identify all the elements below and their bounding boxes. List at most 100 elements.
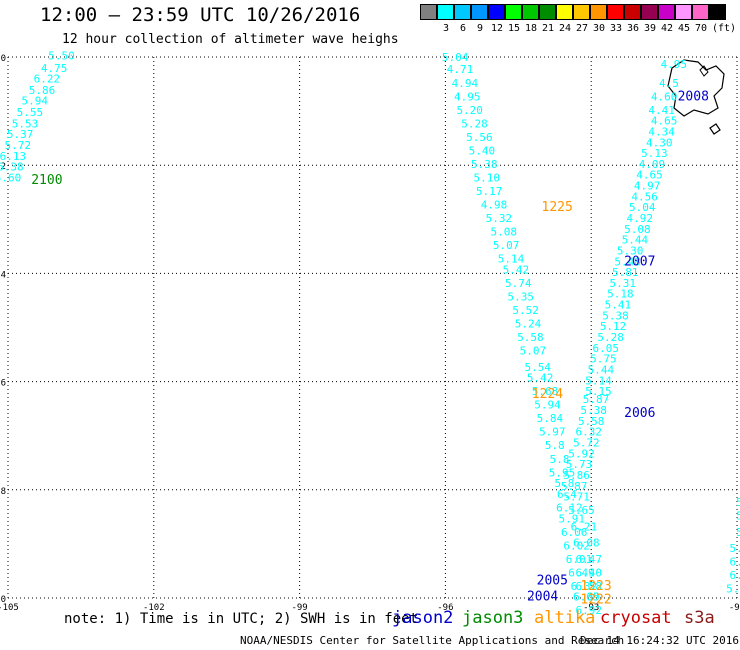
swh-value: 6.13	[0, 150, 26, 163]
swh-value: 5.60	[0, 171, 21, 184]
swh-value: 5.56	[466, 131, 493, 144]
swh-value: 5.81	[612, 266, 639, 279]
swh-value: 5.71	[563, 491, 590, 504]
axis-tick-labels: -105 -102 -99 -96 -93 -90 0 -2 -4 -6 -8 -10	[0, 54, 740, 613]
x-tick-label: -105	[0, 603, 19, 613]
swh-value: 5.07	[520, 345, 547, 358]
swh-value: 6.32	[576, 426, 603, 439]
color-swatch	[590, 4, 607, 20]
swh-value: 5.14	[585, 374, 612, 387]
swh-value: 5.42	[527, 372, 554, 385]
legend-item-cryosat: cryosat	[600, 608, 672, 628]
swh-value: 5.30	[617, 244, 644, 257]
pass-time-label: 2007	[624, 254, 655, 269]
swh-value: 6.22	[34, 72, 61, 85]
swh-value: 6.01	[566, 553, 593, 566]
pass-time-label: 1224	[532, 387, 563, 402]
swh-value: 5.37	[7, 128, 34, 141]
swh-value: 6.47	[576, 553, 603, 566]
swh-value: 4.41	[648, 104, 675, 117]
swh-value: 4.94	[452, 77, 479, 90]
swh-value: 5.48	[614, 255, 641, 268]
pass-time-label: 2008	[678, 89, 709, 104]
swh-value: 5.84	[537, 412, 564, 425]
pass-time-label: 2004	[527, 590, 558, 605]
color-scale-label: 70	[694, 23, 708, 34]
map-grid	[7, 56, 738, 599]
color-scale-label: 36	[626, 23, 640, 34]
color-swatch	[641, 4, 658, 20]
page-title: 12:00 — 23:59 UTC 10/26/2016	[40, 4, 361, 26]
y-tick-label: -10	[0, 595, 6, 605]
color-swatch	[454, 4, 471, 20]
swh-value: 5.86	[563, 469, 590, 482]
pass-time-label: 1223	[580, 579, 611, 594]
color-swatch	[709, 4, 726, 20]
color-swatch	[539, 4, 556, 20]
pass-time-label: 1225	[542, 200, 573, 215]
swh-value: 5.87	[583, 393, 610, 406]
color-scale-label: 39	[643, 23, 657, 34]
swh-value: 6.02	[563, 539, 590, 552]
color-swatch	[692, 4, 709, 20]
color-swatch	[658, 4, 675, 20]
swh-value: 5.6	[729, 542, 740, 555]
swh-value: 6.69	[573, 591, 600, 604]
color-swatch	[437, 4, 454, 20]
color-swatch	[420, 4, 437, 20]
swh-value: 5.95	[549, 466, 576, 479]
swh-value: 6.40	[576, 566, 603, 579]
swh-value: 5.28	[461, 117, 488, 130]
swh-value: 5.32	[486, 212, 513, 225]
color-swatch	[471, 4, 488, 20]
swh-value: 5.8	[555, 477, 575, 490]
swh-value: 5.14	[498, 253, 525, 266]
generation-timestamp: Dec 14 16:24:32 UTC 2016	[580, 634, 739, 647]
swh-value: 5.13	[641, 147, 668, 160]
swh-value: 6.92	[576, 604, 603, 617]
swh-value: 5.17	[476, 185, 503, 198]
swh-value: 5.65	[568, 504, 595, 517]
y-tick-label: -8	[0, 487, 6, 497]
swh-value: 5.72	[573, 437, 600, 450]
pass-time-label: 2100	[31, 173, 62, 188]
island-outline	[709, 123, 721, 135]
swh-value: 5.38	[602, 309, 629, 322]
y-tick-label: -4	[0, 270, 6, 280]
swh-value: 5.07	[493, 239, 520, 252]
swh-value: 4.95	[661, 58, 688, 71]
y-tick-label: -2	[0, 162, 6, 172]
swh-value: 5.97	[539, 426, 566, 439]
swh-value: 5.10	[473, 171, 500, 184]
legend-item-jason3: jason3	[462, 608, 524, 628]
color-scale-label: 24	[558, 23, 572, 34]
color-scale-label: 12	[490, 23, 504, 34]
swh-value: 5.52	[512, 304, 539, 317]
swh-value: 6.49	[568, 566, 595, 579]
swh-value: 6.32	[571, 580, 598, 593]
color-scale-label: 27	[575, 23, 589, 34]
swh-value: 5.15	[585, 385, 612, 398]
swh-value: 5.50	[48, 50, 75, 63]
swh-value: 4.95	[454, 90, 481, 103]
swh-value: 6.05	[573, 591, 600, 604]
swh-value: 5.68	[726, 583, 740, 596]
color-swatch	[624, 4, 641, 20]
legend-item-jason2: jason2	[392, 608, 454, 628]
swh-value: 5.38	[580, 404, 607, 417]
swh-value: 6.05	[593, 342, 620, 355]
legend-item-s3a: s3a	[684, 608, 715, 628]
swh-value: 5.08	[624, 223, 651, 236]
footer-note: note: 1) Time is in UTC; 2) SWH is in fe…	[64, 611, 419, 627]
swh-value: 6.4	[557, 488, 577, 501]
color-scale-label: 3	[442, 23, 450, 34]
swh-value: 5.8	[550, 453, 570, 466]
legend-item-altika: altika	[534, 608, 596, 628]
swh-value: 5.35	[507, 290, 534, 303]
swh-value: 5.41	[605, 299, 632, 312]
swh-value: 5.68	[532, 385, 559, 398]
swh-value: 6.2	[729, 569, 740, 582]
color-scale-label: 6	[459, 23, 467, 34]
color-swatch	[556, 4, 573, 20]
